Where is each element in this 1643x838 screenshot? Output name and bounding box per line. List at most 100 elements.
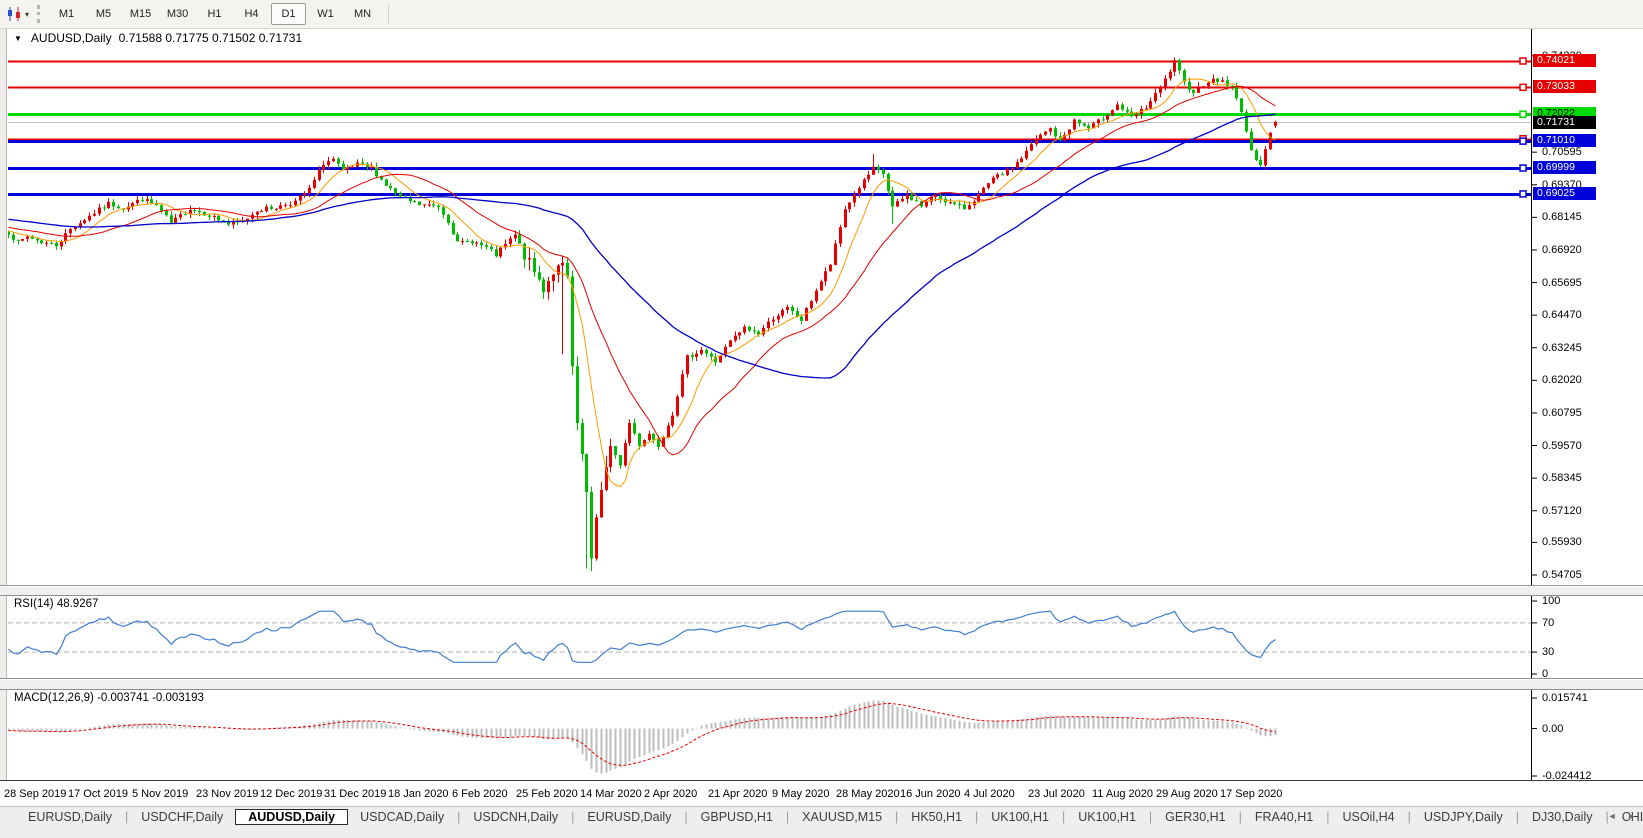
date-label[interactable]: 12 Dec 2019 [260,788,323,800]
date-label[interactable]: 31 Dec 2019 [324,788,387,800]
pane-splitter-rsi[interactable] [0,585,1643,596]
price-tick-label[interactable]: 0.68145 [1542,211,1582,224]
date-label[interactable]: 25 Feb 2020 [516,788,578,800]
price-tick-label[interactable]: 0.57120 [1542,504,1582,517]
chart-tab-usdchf-daily[interactable]: USDCHF,Daily [141,810,224,824]
tab-separator: | [1605,810,1609,824]
chart-tab-fra40-h1[interactable]: FRA40,H1 [1254,810,1314,824]
date-label[interactable]: 6 Feb 2020 [452,788,508,800]
tab-scroll-arrows: ◄ ► [1608,811,1640,821]
status-strip [0,827,1643,838]
tab-separator: | [457,810,461,824]
price-tick-label[interactable]: 0.54705 [1542,568,1582,581]
bid-price-badge: 0.71731 [1533,115,1596,129]
price-badge: 0.69999 [1533,161,1596,175]
ohlc-values: 0.71588 0.71775 0.71502 0.71731 [118,31,303,45]
chart-title: ▼ AUDUSD,Daily 0.71588 0.71775 0.71502 0… [14,31,302,45]
chart-tab-dj30-daily[interactable]: DJ30,Daily [1532,810,1593,824]
chart-tab-hk50-h1[interactable]: HK50,H1 [911,810,963,824]
date-label[interactable]: 23 Nov 2019 [196,788,259,800]
chart-type-icon[interactable] [6,6,24,22]
date-label[interactable]: 2 Apr 2020 [644,788,698,800]
price-tick-label[interactable]: 0.63245 [1542,341,1582,354]
date-label[interactable]: 21 Apr 2020 [708,788,768,800]
timeframe-toolbar: ▾ M1 M5 M15 M30 H1 H4 D1 W1 MN [0,0,1643,29]
chart-tab-china300-h1[interactable]: CHINA300,H1 [1621,810,1643,824]
tab-separator: | [1407,810,1411,824]
tab-scroll-right-icon[interactable]: ► [1627,811,1640,821]
date-label[interactable]: 18 Jan 2020 [388,788,449,800]
tab-separator: | [1061,810,1066,824]
toolbar-separator [388,5,390,23]
toolbar-grip[interactable] [37,5,41,23]
tab-scroll-left-icon[interactable]: ◄ [1607,811,1621,821]
date-label[interactable]: 28 May 2020 [836,788,900,800]
macd-tick-label[interactable]: 0.015741 [1542,692,1588,704]
price-tick-label[interactable]: 0.70595 [1542,146,1582,159]
chart-tab-usoil-h4[interactable]: USOil,H4 [1342,810,1395,824]
price-tick-label[interactable]: 0.59570 [1542,439,1582,452]
timeframe-button-D1[interactable]: D1 [271,3,307,25]
chart-tab-usdcad-daily[interactable]: USDCAD,Daily [360,810,445,824]
date-label[interactable]: 9 May 2020 [772,788,830,800]
chart-tab-bar: EURUSD,Daily | USDCHF,Daily AUDUSD,Daily USD… [0,806,1643,827]
chart-tab-eurusd-daily[interactable]: EURUSD,Daily [587,810,672,824]
timeframe-button-M1[interactable]: M1 [58,8,75,20]
chart-tab-gbpusd-h1[interactable]: GBPUSD,H1 [700,810,773,824]
tab-separator: | [1238,810,1242,824]
chart-tab-audusd-daily[interactable]: AUDUSD,Daily [235,809,349,825]
symbol-menu-arrow-icon[interactable]: ▼ [14,33,22,43]
chart-tab-uk100-h1[interactable]: UK100,H1 [991,810,1049,824]
price-badge: 0.73033 [1533,80,1596,94]
pane-splitter-macd[interactable] [0,678,1643,690]
price-tick-label[interactable]: 0.62020 [1542,374,1582,387]
chart-tab-ger30-h1[interactable]: GER30,H1 [1165,810,1226,824]
timeframe-button-H1[interactable]: H1 [207,8,222,20]
price-badge: 0.74021 [1533,54,1596,67]
price-tick-label[interactable]: 0.66920 [1542,243,1582,256]
price-tick-label[interactable]: 0.55930 [1542,536,1582,549]
macd-tick-label[interactable]: 0.00 [1542,722,1564,735]
date-label[interactable]: 17 Sep 2020 [1220,788,1283,800]
macd-tick-label[interactable]: -0.024412 [1542,770,1592,782]
timeframe-button-M15[interactable]: M15 [129,8,152,20]
chart-tab-usdjpy-daily[interactable]: USDJPY,Daily [1423,810,1503,824]
date-label[interactable]: 14 Mar 2020 [580,788,642,800]
timeframe-button-H4[interactable]: H4 [244,8,259,20]
timeframe-button-M30[interactable]: M30 [166,8,189,20]
timeframe-buttons: M1 M5 M15 M30 H1 H4 D1 W1 MN [48,3,381,25]
timeframe-button-W1[interactable]: W1 [317,8,334,20]
rsi-tick-label[interactable]: 70 [1542,616,1555,629]
tab-separator: | [1148,810,1153,824]
rsi-tick-label[interactable]: 0 [1542,668,1549,680]
tab-separator: | [1515,810,1520,824]
price-badge: 0.71010 [1533,134,1596,148]
price-tick-label[interactable]: 0.60795 [1542,406,1582,419]
rsi-tick-label[interactable]: 100 [1542,595,1561,607]
date-label[interactable]: 11 Aug 2020 [1092,788,1153,800]
chart-tab-xauusd-m15[interactable]: XAUUSD,M15 [802,810,883,824]
date-label[interactable]: 17 Oct 2019 [68,788,128,800]
tab-separator: | [1326,810,1330,824]
tab-separator: | [785,810,790,824]
chart-tab-usdcnh-daily[interactable]: USDCNH,Daily [473,810,559,824]
rsi-indicator-label: RSI(14) 48.9267 [14,598,99,610]
chart-tab-eurusd-daily[interactable]: EURUSD,Daily [28,810,113,824]
tab-separator: | [975,810,979,824]
price-tick-label[interactable]: 0.58345 [1542,472,1582,485]
date-label[interactable]: 28 Sep 2019 [4,788,67,800]
date-label[interactable]: 29 Aug 2020 [1156,788,1218,800]
chart-type-dropdown-caret[interactable]: ▾ [25,9,30,19]
chart-tab-uk100-h1[interactable]: UK100,H1 [1078,810,1136,824]
date-label[interactable]: 5 Nov 2019 [132,788,189,800]
price-tick-label[interactable]: 0.64470 [1542,309,1582,322]
rsi-tick-label[interactable]: 30 [1542,646,1555,659]
date-label[interactable]: 23 Jul 2020 [1028,788,1085,800]
time-axis[interactable]: 28 Sep 2019 17 Oct 2019 5 Nov 2019 23 Nov 2… [0,780,1643,807]
price-tick-label[interactable]: 0.65695 [1542,276,1582,289]
date-label[interactable]: 16 Jun 2020 [900,788,961,800]
timeframe-button-MN[interactable]: MN [353,8,372,20]
date-label[interactable]: 4 Jul 2020 [964,788,1015,800]
timeframe-button-M5[interactable]: M5 [95,8,112,20]
